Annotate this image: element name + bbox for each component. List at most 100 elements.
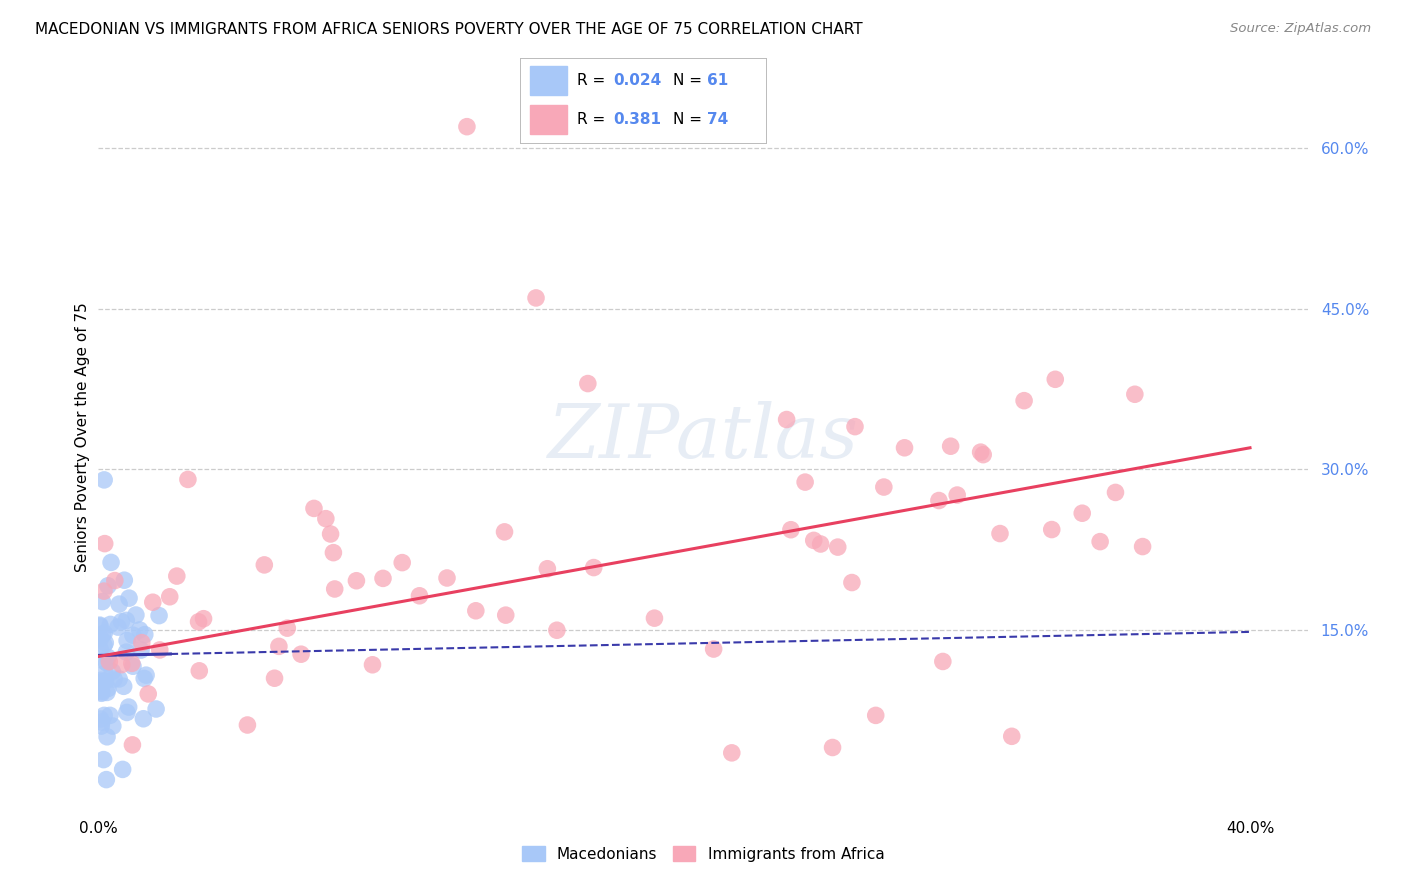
Point bbox=[132, 712, 155, 726]
Point bbox=[177, 472, 200, 486]
Text: 0.381: 0.381 bbox=[613, 112, 662, 128]
Point bbox=[536, 562, 558, 576]
Point bbox=[115, 645, 138, 659]
Point bbox=[142, 595, 165, 609]
Point bbox=[89, 675, 111, 690]
Point bbox=[1132, 540, 1154, 554]
Point bbox=[93, 473, 115, 487]
Point bbox=[495, 608, 517, 623]
Point bbox=[456, 120, 478, 134]
Point bbox=[91, 594, 114, 608]
Point bbox=[89, 712, 111, 726]
Point bbox=[93, 536, 115, 550]
Point bbox=[98, 655, 121, 669]
Text: ZIPatlas: ZIPatlas bbox=[547, 401, 859, 474]
Point bbox=[346, 574, 368, 588]
Point bbox=[90, 632, 112, 646]
Point bbox=[939, 439, 962, 453]
Point bbox=[90, 686, 112, 700]
Point bbox=[96, 772, 118, 787]
Point bbox=[371, 571, 394, 585]
Point bbox=[101, 719, 124, 733]
Point bbox=[110, 615, 132, 629]
Point bbox=[1104, 485, 1126, 500]
Point bbox=[841, 575, 863, 590]
Point bbox=[131, 635, 153, 649]
Point bbox=[946, 488, 969, 502]
Point bbox=[1012, 393, 1035, 408]
Point bbox=[103, 672, 125, 686]
Point bbox=[932, 655, 955, 669]
Point bbox=[166, 569, 188, 583]
Point bbox=[988, 526, 1011, 541]
Point bbox=[89, 619, 111, 633]
Point bbox=[125, 607, 148, 622]
Text: 0.024: 0.024 bbox=[613, 73, 662, 88]
Point bbox=[193, 612, 215, 626]
Point bbox=[93, 584, 115, 599]
Point bbox=[149, 643, 172, 657]
Point bbox=[582, 560, 605, 574]
Point bbox=[524, 291, 547, 305]
Point bbox=[121, 657, 143, 671]
Point bbox=[844, 419, 866, 434]
Point bbox=[134, 627, 156, 641]
Point bbox=[322, 546, 344, 560]
Point bbox=[159, 590, 181, 604]
Point bbox=[1088, 534, 1111, 549]
Point bbox=[827, 540, 849, 554]
Point bbox=[969, 445, 991, 459]
Text: Source: ZipAtlas.com: Source: ZipAtlas.com bbox=[1230, 22, 1371, 36]
Point bbox=[290, 647, 312, 661]
Point bbox=[89, 642, 111, 657]
Point bbox=[775, 412, 797, 426]
Point bbox=[97, 579, 120, 593]
Point bbox=[128, 623, 150, 637]
Point bbox=[107, 620, 129, 634]
Point bbox=[436, 571, 458, 585]
Point bbox=[115, 613, 138, 627]
Point bbox=[122, 659, 145, 673]
Point bbox=[91, 627, 114, 641]
Point bbox=[803, 533, 825, 548]
Point bbox=[810, 537, 832, 551]
Point bbox=[267, 640, 290, 654]
Y-axis label: Seniors Poverty Over the Age of 75: Seniors Poverty Over the Age of 75 bbox=[75, 302, 90, 572]
Point bbox=[93, 654, 115, 668]
Point bbox=[276, 621, 298, 635]
Point bbox=[972, 448, 994, 462]
Point bbox=[115, 633, 138, 648]
Point bbox=[928, 493, 950, 508]
Point bbox=[1123, 387, 1146, 401]
Point bbox=[136, 687, 159, 701]
Point bbox=[315, 511, 337, 525]
Point bbox=[108, 672, 131, 686]
Point bbox=[408, 589, 430, 603]
Point bbox=[643, 611, 665, 625]
Legend: Macedonians, Immigrants from Africa: Macedonians, Immigrants from Africa bbox=[516, 839, 890, 868]
Point bbox=[703, 642, 725, 657]
Point bbox=[134, 672, 156, 686]
Point bbox=[94, 674, 117, 689]
Point bbox=[93, 639, 115, 653]
Point bbox=[546, 624, 568, 638]
Point bbox=[98, 708, 121, 723]
Text: MACEDONIAN VS IMMIGRANTS FROM AFRICA SENIORS POVERTY OVER THE AGE OF 75 CORRELAT: MACEDONIAN VS IMMIGRANTS FROM AFRICA SEN… bbox=[35, 22, 863, 37]
Point bbox=[794, 475, 817, 489]
Point bbox=[97, 681, 120, 696]
Text: R =: R = bbox=[576, 73, 610, 88]
Point bbox=[263, 671, 285, 685]
Point bbox=[188, 664, 211, 678]
Point bbox=[148, 608, 170, 623]
Point bbox=[89, 618, 111, 632]
Point bbox=[129, 643, 152, 657]
Point bbox=[118, 700, 141, 714]
Point bbox=[464, 604, 486, 618]
Point bbox=[111, 657, 134, 672]
Point bbox=[1071, 506, 1094, 520]
Point bbox=[780, 523, 803, 537]
Point bbox=[873, 480, 896, 494]
Point bbox=[96, 656, 118, 670]
Point bbox=[135, 668, 157, 682]
Point bbox=[91, 674, 114, 689]
